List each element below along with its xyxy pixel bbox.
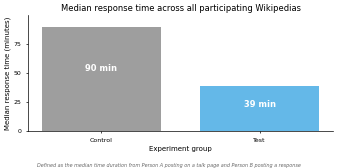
Title: Median response time across all participating Wikipedias: Median response time across all particip… (61, 4, 301, 13)
Y-axis label: Median response time (minutes): Median response time (minutes) (4, 17, 11, 130)
Text: Defined as the median time duration from Person A posting on a talk page and Per: Defined as the median time duration from… (36, 163, 301, 168)
Text: 39 min: 39 min (244, 100, 276, 109)
Bar (42, 27, 161, 131)
X-axis label: Experiment group: Experiment group (149, 146, 212, 152)
Text: 90 min: 90 min (86, 64, 117, 73)
Bar (200, 86, 319, 131)
